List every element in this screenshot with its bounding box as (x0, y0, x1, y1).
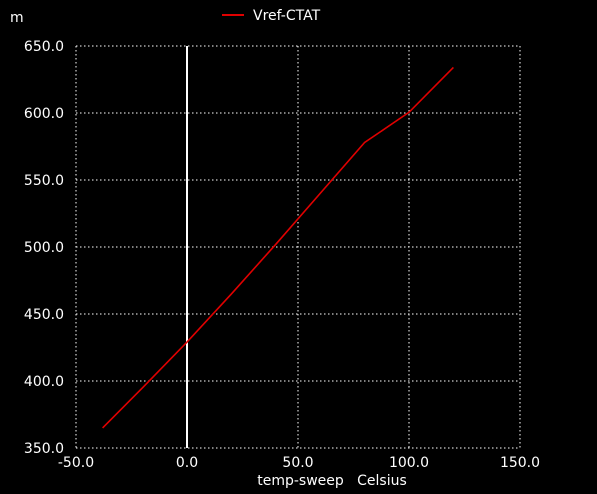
y-unit-label: m (10, 10, 24, 26)
y-tick-label: 650.0 (24, 39, 64, 55)
x-axis-label: temp-sweep Celsius (257, 473, 407, 489)
x-tick-label: 150.0 (500, 455, 540, 471)
x-tick-label: 100.0 (389, 455, 429, 471)
x-tick-label: -50.0 (58, 455, 94, 471)
x-tick-label: 0.0 (176, 455, 198, 471)
x-tick-label: 50.0 (282, 455, 313, 471)
y-tick-label: 450.0 (24, 307, 64, 323)
y-tick-label: 600.0 (24, 106, 64, 122)
y-tick-label: 350.0 (24, 441, 64, 457)
series-group (102, 66, 454, 429)
y-tick-label: 400.0 (24, 374, 64, 390)
legend-label: Vref-CTAT (253, 8, 321, 24)
tick-labels: -50.0 0.0 50.0 100.0 150.0 350.0 400.0 450.0 500… (24, 39, 540, 471)
series-line-0 (102, 66, 454, 429)
y-tick-label: 500.0 (24, 240, 64, 256)
y-tick-label: 550.0 (24, 173, 64, 189)
